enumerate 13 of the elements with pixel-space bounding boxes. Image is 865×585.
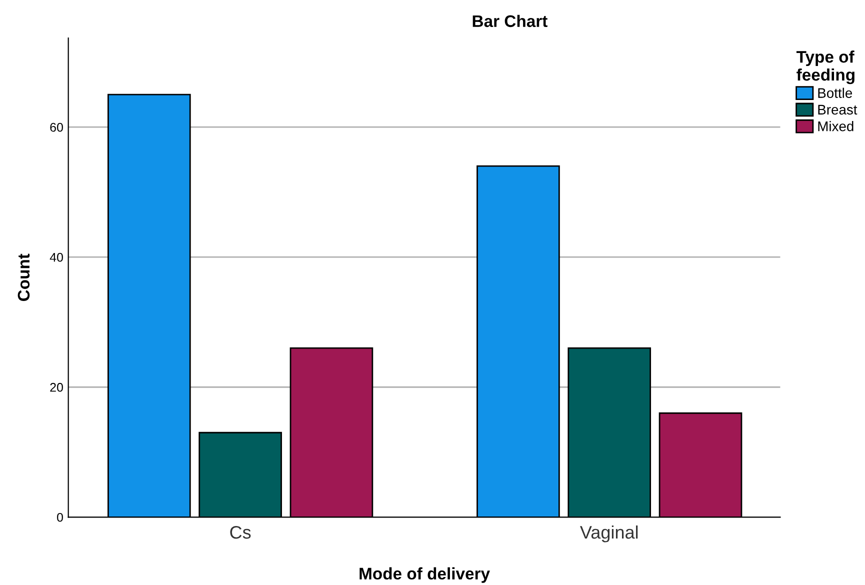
- y-tick-label: 20: [50, 382, 63, 392]
- x-tick-label: Vaginal: [580, 525, 638, 542]
- legend-label: Breast: [818, 104, 858, 115]
- legend-title: Type of feeding: [796, 50, 854, 84]
- y-tick-label: 0: [57, 512, 63, 522]
- legend-label: Mixed: [818, 121, 854, 132]
- legend-label: Bottle: [818, 88, 852, 98]
- x-axis-title: Mode of delivery: [360, 567, 490, 583]
- chart-title: Bar Chart: [472, 14, 548, 28]
- x-tick-label: Cs: [230, 526, 251, 539]
- y-tick-label: 40: [50, 252, 63, 262]
- y-tick-label: 60: [50, 122, 63, 132]
- y-axis-title: Count: [18, 254, 30, 301]
